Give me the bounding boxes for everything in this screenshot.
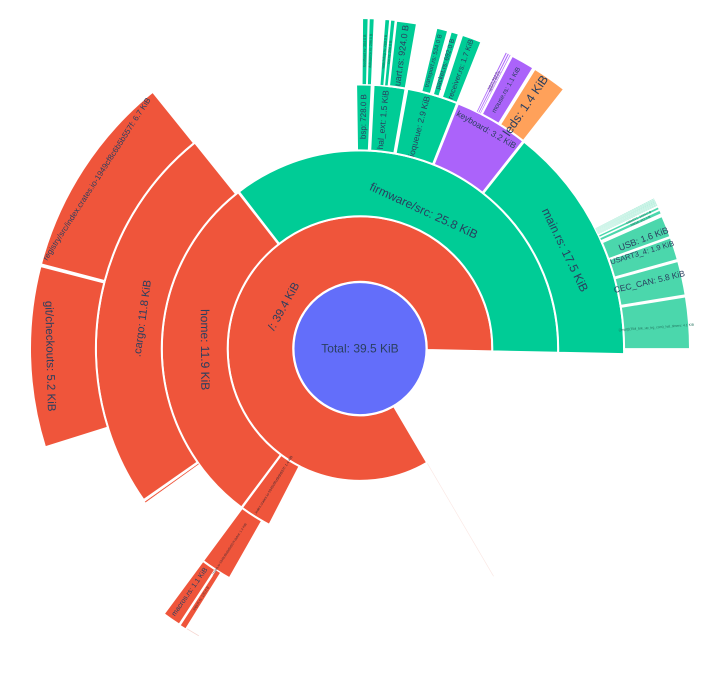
svg-text:Total: 39.5 KiB: Total: 39.5 KiB bbox=[321, 342, 398, 356]
svg-text:home: 11.9 KiB: home: 11.9 KiB bbox=[198, 309, 213, 390]
svg-text:crc.rs: 256.0 B: crc.rs: 256.0 B bbox=[387, 40, 393, 64]
svg-text:watchdog.rs: 280.0 B: watchdog.rs: 280.0 B bbox=[381, 34, 388, 69]
svg-text:bsp: 728.0 B: bsp: 728.0 B bbox=[359, 94, 369, 139]
svg-text:debounce.rs: 296.0 B: debounce.rs: 296.0 B bbox=[368, 33, 373, 68]
svg-text:bootload.rs: 304.0 B: bootload.rs: 304.0 B bbox=[363, 34, 368, 67]
svg-text:hid.rs: 94.0 B: hid.rs: 94.0 B bbox=[487, 71, 499, 90]
svg-text:git/checkouts: 5.2 KiB: git/checkouts: 5.2 KiB bbox=[42, 301, 57, 412]
svg-text:{{impl}}(TIM_brk_up_trg_com)_h: {{impl}}(TIM_brk_up_trg_com)_hal_timers:… bbox=[618, 323, 694, 332]
